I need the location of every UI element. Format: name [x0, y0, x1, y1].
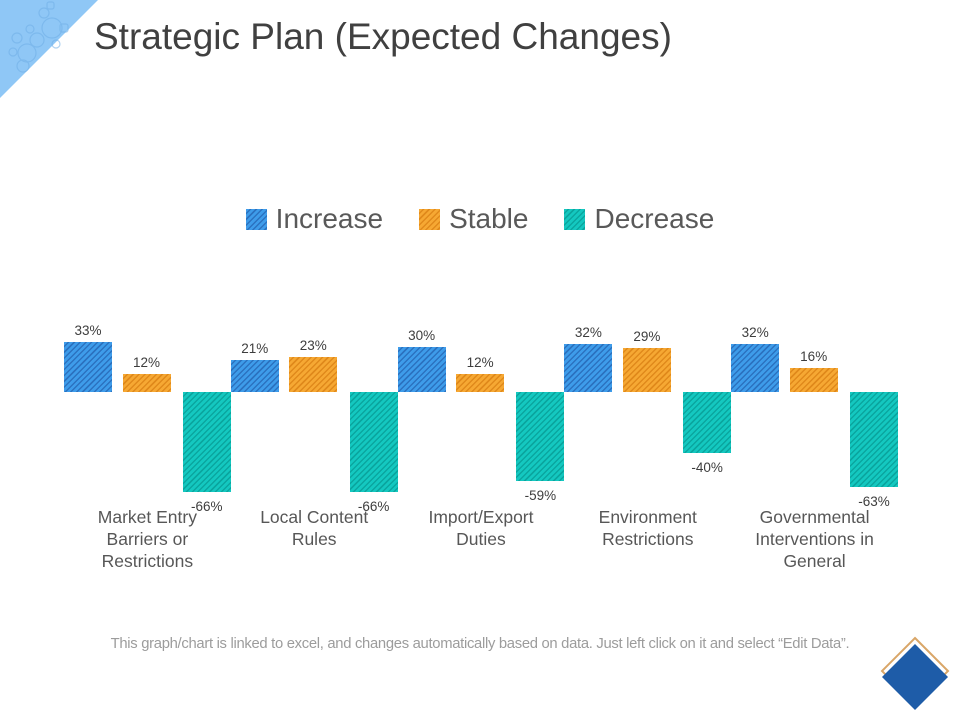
bar-stable-3[interactable] [622, 348, 671, 392]
bar-increase-4[interactable] [731, 343, 780, 392]
category-axis: Market Entry Barriers or Restrictions Lo… [64, 506, 898, 573]
bar-stable-0[interactable] [122, 373, 171, 392]
bar-decrease-0[interactable] [182, 392, 231, 492]
bar-chart[interactable]: 33% 21% 30% 32% 32% 12% 23% 12% 29% 16% -66% -66% -5… [64, 300, 898, 536]
data-label: 33% [74, 323, 102, 338]
bar-increase-2[interactable] [397, 346, 446, 392]
category-label: Local Content Rules [260, 507, 369, 550]
data-label: -66% [191, 498, 223, 514]
data-label: 12% [466, 354, 494, 370]
data-label: 29% [633, 329, 661, 345]
increase-swatch-icon [245, 208, 267, 230]
bar-decrease-4[interactable] [850, 392, 898, 488]
bubble-cluster [8, 1, 69, 73]
decrease-swatch-icon [564, 208, 586, 230]
legend-item-stable[interactable]: Stable [419, 203, 528, 235]
bar-stable-1[interactable] [289, 357, 338, 392]
chart-legend: Increase Stable Decrease [0, 203, 960, 235]
category-label: Import/Export Duties [428, 507, 534, 550]
data-label: 23% [299, 338, 327, 354]
bar-stable-4[interactable] [789, 367, 838, 392]
legend-label: Increase [275, 203, 384, 234]
data-label: 16% [800, 348, 828, 364]
data-label: -59% [524, 488, 557, 504]
legend-label: Stable [449, 203, 529, 234]
legend-item-decrease[interactable]: Decrease [564, 203, 714, 235]
category-label: Market Entry Barriers or Restrictions [97, 507, 197, 572]
bar-decrease-2[interactable] [516, 392, 565, 482]
data-label: 32% [741, 324, 769, 340]
category-label: Governmental Interventions in General [755, 507, 874, 572]
corner-diamond-decoration [880, 636, 950, 710]
bar-increase-0[interactable] [64, 342, 112, 392]
bar-increase-1[interactable] [230, 360, 279, 392]
bar-stable-2[interactable] [456, 373, 505, 392]
stable-swatch-icon [419, 208, 441, 230]
data-label: -66% [357, 498, 390, 514]
data-label: 30% [408, 327, 436, 343]
triangle-shape [0, 0, 98, 98]
footer-note: This graph/chart is linked to excel, and… [110, 636, 850, 652]
corner-triangle-decoration [0, 0, 98, 98]
data-label: 12% [132, 354, 161, 370]
slide-title: Strategic Plan (Expected Changes) [94, 16, 672, 57]
data-label: -63% [858, 494, 890, 510]
category-label: Environment Restrictions [598, 507, 697, 550]
data-label: -40% [691, 459, 723, 475]
legend-item-increase[interactable]: Increase [245, 203, 384, 235]
data-label: 32% [574, 324, 602, 340]
diamond-shape [882, 644, 948, 710]
bar-decrease-1[interactable] [349, 392, 398, 492]
legend-label: Decrease [594, 203, 715, 234]
data-label: 21% [241, 341, 269, 357]
bar-decrease-3[interactable] [683, 392, 732, 453]
bar-increase-3[interactable] [564, 343, 613, 392]
